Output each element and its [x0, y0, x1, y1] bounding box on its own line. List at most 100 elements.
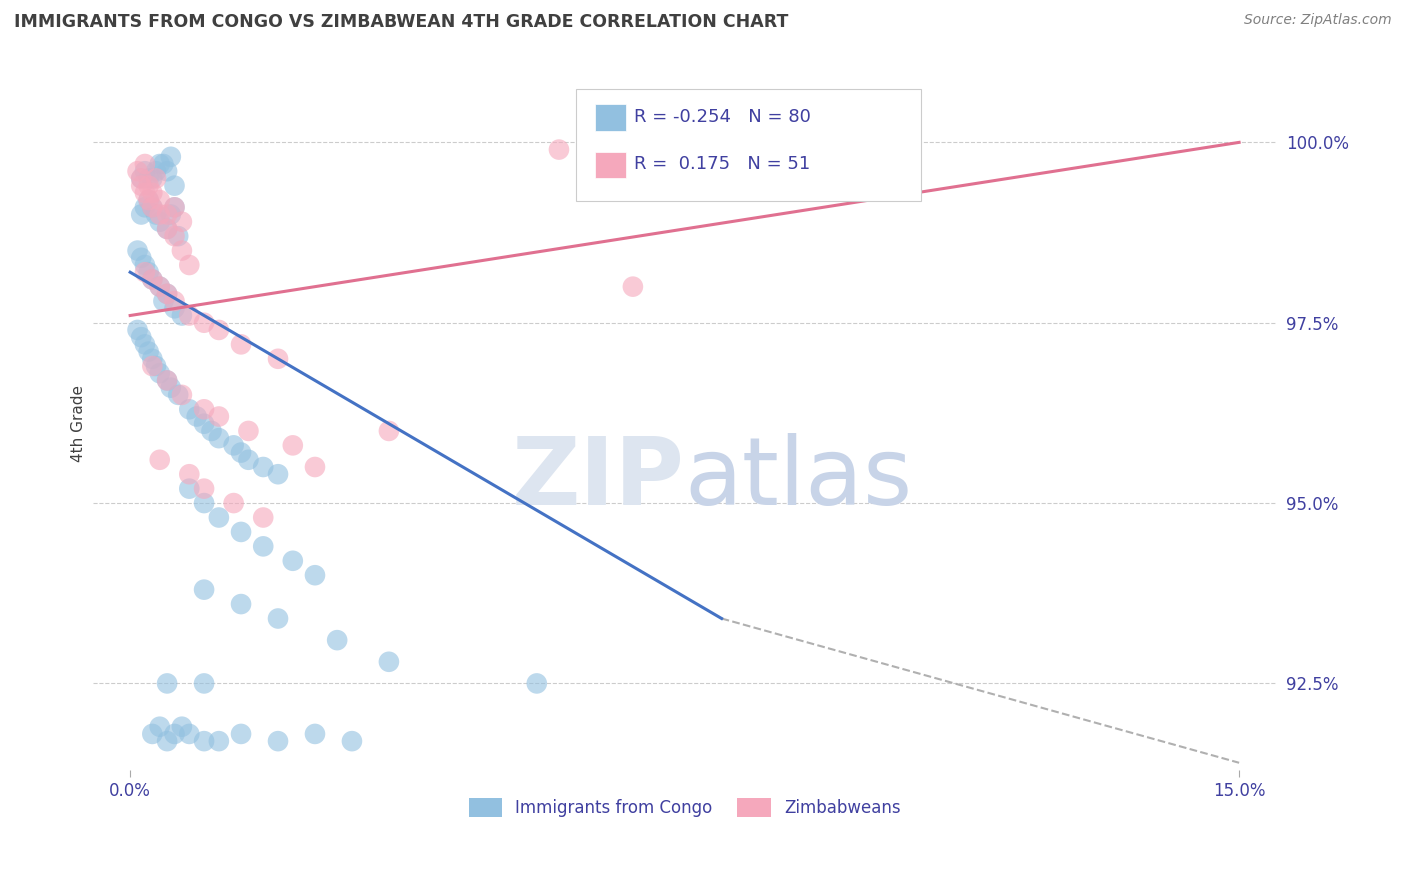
Point: [526, 676, 548, 690]
Point: [149, 366, 172, 380]
Text: IMMIGRANTS FROM CONGO VS ZIMBABWEAN 4TH GRADE CORRELATION CHART: IMMIGRANTS FROM CONGO VS ZIMBABWEAN 4TH …: [14, 13, 789, 31]
Point: [163, 200, 186, 214]
Point: [134, 200, 156, 214]
Text: R =  0.175   N = 51: R = 0.175 N = 51: [634, 155, 810, 173]
Point: [378, 424, 401, 438]
Point: [129, 330, 152, 344]
Point: [149, 279, 172, 293]
Point: [267, 611, 290, 625]
Point: [179, 727, 201, 741]
Point: [229, 727, 252, 741]
Point: [156, 373, 179, 387]
Point: [129, 251, 152, 265]
Point: [229, 524, 252, 539]
Point: [193, 402, 215, 417]
Point: [149, 193, 172, 207]
Point: [156, 164, 179, 178]
Point: [152, 157, 174, 171]
Point: [208, 734, 231, 748]
Text: Source: ZipAtlas.com: Source: ZipAtlas.com: [1244, 13, 1392, 28]
Point: [134, 186, 156, 200]
Point: [159, 207, 181, 221]
Text: R = -0.254   N = 80: R = -0.254 N = 80: [634, 108, 811, 126]
Point: [138, 265, 160, 279]
Point: [138, 193, 160, 207]
Point: [156, 207, 179, 221]
Point: [156, 222, 179, 236]
Point: [156, 222, 179, 236]
Point: [222, 438, 245, 452]
Point: [156, 286, 179, 301]
Point: [149, 279, 172, 293]
Point: [326, 633, 349, 648]
Point: [222, 496, 245, 510]
Point: [193, 482, 215, 496]
Point: [141, 171, 163, 186]
Legend: Immigrants from Congo, Zimbabweans: Immigrants from Congo, Zimbabweans: [461, 791, 907, 824]
Point: [138, 171, 160, 186]
Point: [186, 409, 208, 424]
Point: [179, 467, 201, 482]
Point: [149, 157, 172, 171]
Point: [170, 244, 193, 258]
Point: [159, 150, 181, 164]
Point: [193, 316, 215, 330]
Point: [141, 200, 163, 214]
Point: [170, 388, 193, 402]
Point: [156, 373, 179, 387]
Point: [141, 186, 163, 200]
Point: [193, 676, 215, 690]
Point: [267, 467, 290, 482]
Point: [179, 258, 201, 272]
Point: [267, 734, 290, 748]
Point: [208, 431, 231, 445]
Point: [170, 720, 193, 734]
Point: [208, 323, 231, 337]
Point: [129, 171, 152, 186]
Point: [141, 272, 163, 286]
Point: [170, 215, 193, 229]
Point: [134, 157, 156, 171]
Point: [340, 734, 363, 748]
Point: [281, 438, 304, 452]
Point: [149, 720, 172, 734]
Point: [141, 200, 163, 214]
Point: [281, 554, 304, 568]
Point: [163, 301, 186, 316]
Point: [141, 359, 163, 373]
Point: [138, 344, 160, 359]
Point: [208, 409, 231, 424]
Point: [134, 258, 156, 272]
Point: [156, 676, 179, 690]
Point: [134, 265, 156, 279]
Point: [304, 568, 326, 582]
Point: [163, 200, 186, 214]
Point: [179, 309, 201, 323]
Point: [193, 582, 215, 597]
Point: [267, 351, 290, 366]
Point: [304, 460, 326, 475]
Point: [138, 178, 160, 193]
Point: [179, 402, 201, 417]
Point: [167, 229, 190, 244]
Point: [304, 727, 326, 741]
Point: [145, 171, 167, 186]
Point: [163, 229, 186, 244]
Point: [170, 309, 193, 323]
Point: [200, 424, 222, 438]
Point: [127, 164, 149, 178]
Text: atlas: atlas: [685, 434, 912, 525]
Point: [156, 734, 179, 748]
Point: [193, 734, 215, 748]
Point: [238, 424, 260, 438]
Point: [208, 510, 231, 524]
Point: [163, 294, 186, 309]
Point: [159, 381, 181, 395]
Point: [252, 460, 274, 475]
Point: [145, 359, 167, 373]
Point: [141, 351, 163, 366]
Point: [193, 417, 215, 431]
Point: [127, 244, 149, 258]
Point: [163, 727, 186, 741]
Point: [149, 207, 172, 221]
